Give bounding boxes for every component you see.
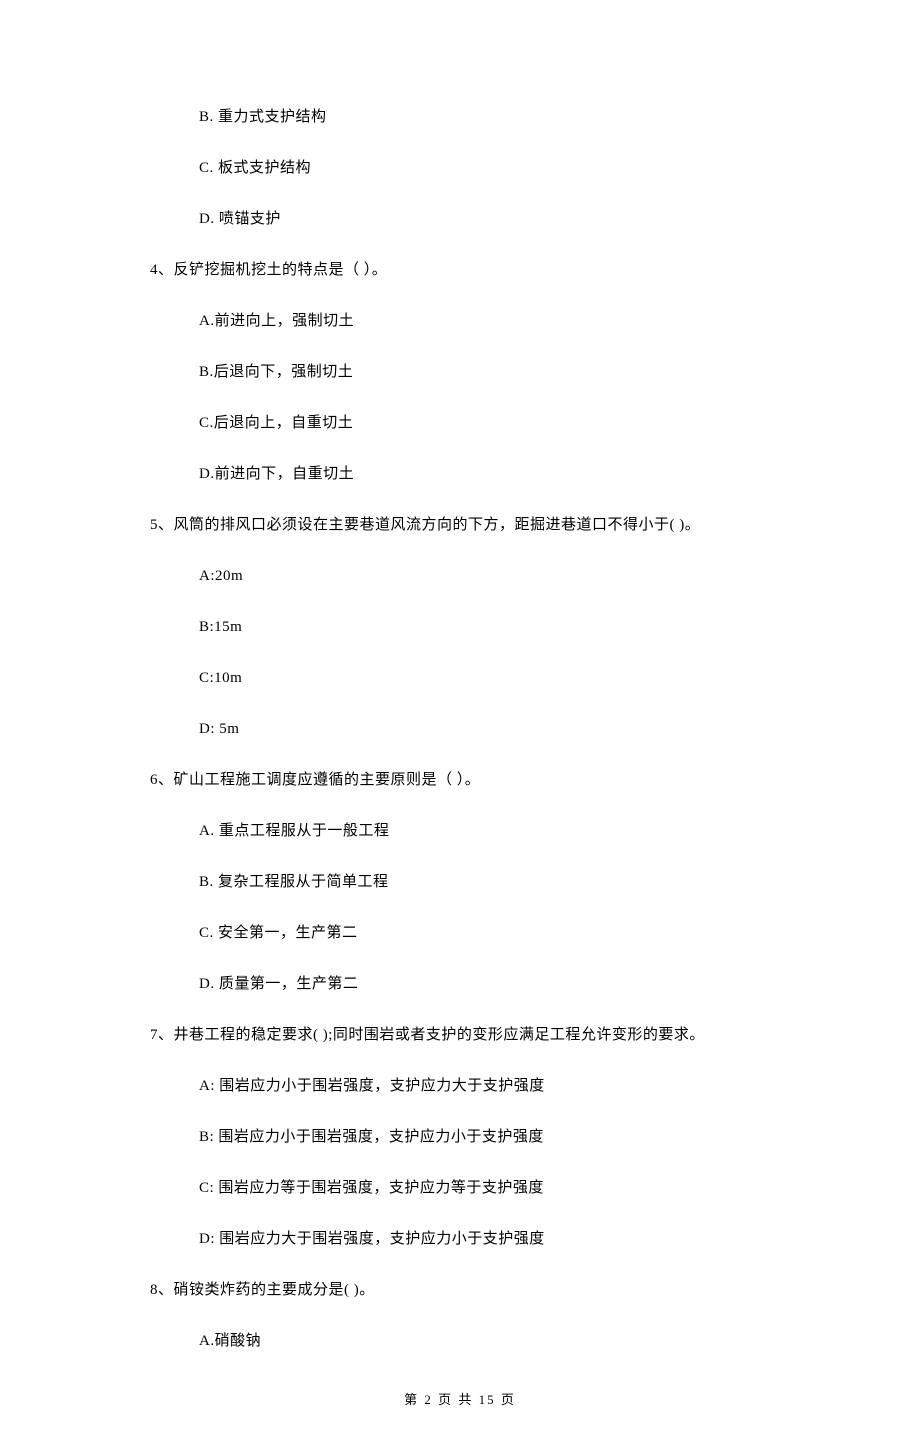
page-content: B. 重力式支护结构 C. 板式支护结构 D. 喷锚支护 4、反铲挖掘机挖土的特…: [0, 0, 920, 1440]
q7-option-c: C: 围岩应力等于围岩强度，支护应力等于支护强度: [199, 1176, 770, 1200]
q5-option-d: D: 5m: [199, 717, 770, 741]
q8-option-a: A.硝酸钠: [199, 1329, 770, 1353]
q7-option-b: B: 围岩应力小于围岩强度，支护应力小于支护强度: [199, 1125, 770, 1149]
page-footer: 第 2 页 共 15 页: [0, 1389, 920, 1408]
q4-stem: 4、反铲挖掘机挖土的特点是（ ）。: [150, 258, 770, 282]
q4-option-c: C.后退向上，自重切土: [199, 411, 770, 435]
q5-option-b: B:15m: [199, 615, 770, 639]
q3-option-b: B. 重力式支护结构: [199, 105, 770, 129]
q7-stem: 7、井巷工程的稳定要求( );同时围岩或者支护的变形应满足工程允许变形的要求。: [150, 1023, 770, 1047]
q3-option-c: C. 板式支护结构: [199, 156, 770, 180]
q6-option-c: C. 安全第一，生产第二: [199, 921, 770, 945]
q7-option-a: A: 围岩应力小于围岩强度，支护应力大于支护强度: [199, 1074, 770, 1098]
q8-stem: 8、硝铵类炸药的主要成分是( )。: [150, 1278, 770, 1302]
q6-option-a: A. 重点工程服从于一般工程: [199, 819, 770, 843]
q6-stem: 6、矿山工程施工调度应遵循的主要原则是（ ）。: [150, 768, 770, 792]
q4-option-d: D.前进向下，自重切土: [199, 462, 770, 486]
q6-option-b: B. 复杂工程服从于简单工程: [199, 870, 770, 894]
q4-option-a: A.前进向上，强制切土: [199, 309, 770, 333]
q3-option-d: D. 喷锚支护: [199, 207, 770, 231]
q6-option-d: D. 质量第一，生产第二: [199, 972, 770, 996]
q5-option-a: A:20m: [199, 564, 770, 588]
q5-option-c: C:10m: [199, 666, 770, 690]
q5-stem: 5、风筒的排风口必须设在主要巷道风流方向的下方，距掘进巷道口不得小于( )。: [150, 513, 770, 537]
q7-option-d: D: 围岩应力大于围岩强度，支护应力小于支护强度: [199, 1227, 770, 1251]
q4-option-b: B.后退向下，强制切土: [199, 360, 770, 384]
